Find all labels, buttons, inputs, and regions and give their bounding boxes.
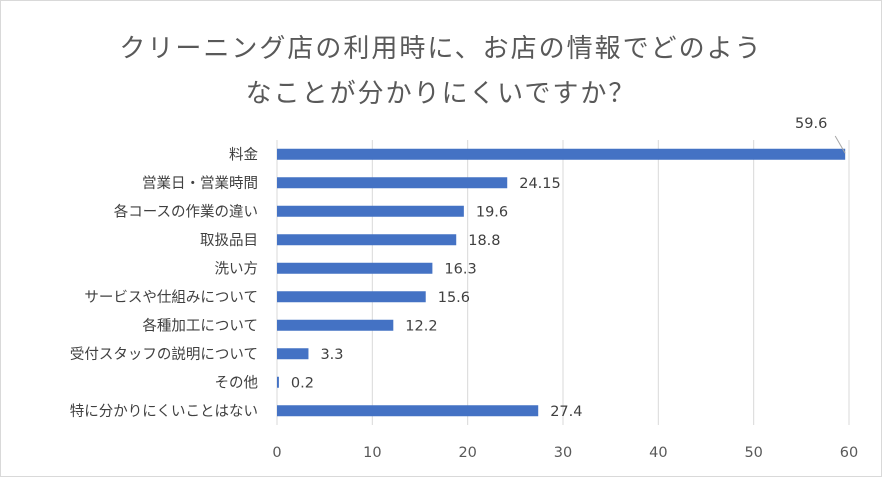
value-label: 0.2 (291, 375, 314, 391)
bar (277, 205, 464, 217)
category-label: サービスや仕組みについて (84, 289, 258, 306)
chart-title-line-1: クリーニング店の利用時に、お店の情報でどのよう (119, 34, 763, 64)
category-label: 営業日・営業時間 (142, 175, 258, 192)
x-tick-label: 0 (272, 445, 281, 461)
category-label: 取扱品目 (200, 232, 258, 249)
leader-line (834, 135, 846, 154)
value-label: 3.3 (320, 347, 343, 363)
value-label: 15.6 (438, 290, 470, 306)
value-label: 12.2 (405, 318, 437, 334)
value-label: 24.15 (519, 176, 561, 192)
value-label: 19.6 (476, 204, 508, 220)
bar (277, 319, 394, 331)
value-label: 16.3 (444, 261, 476, 277)
x-tick-label: 30 (554, 445, 572, 461)
bar (277, 405, 539, 417)
value-label: 59.6 (795, 116, 827, 132)
x-tick-label: 50 (744, 445, 762, 461)
category-label: 各コースの作業の違い (114, 203, 258, 220)
bar (277, 262, 433, 274)
bar (277, 291, 426, 303)
bar (277, 234, 457, 246)
value-label: 27.4 (550, 404, 582, 420)
chart-title-line-2: なことが分かりにくいですか？ (245, 79, 637, 109)
category-label: 受付スタッフの説明について (70, 346, 258, 363)
category-label: 特に分かりにくいことはない (70, 403, 258, 420)
x-tick-label: 60 (840, 445, 858, 461)
x-tick-label: 40 (649, 445, 667, 461)
value-label: 18.8 (468, 233, 500, 249)
category-label: 料金 (229, 146, 258, 163)
bar (277, 376, 279, 388)
x-tick-label: 20 (458, 445, 476, 461)
bar (277, 177, 508, 189)
bar (277, 348, 309, 360)
bar (277, 148, 846, 160)
category-label: 洗い方 (215, 260, 259, 277)
x-tick-label: 10 (363, 445, 381, 461)
category-label: その他 (215, 374, 259, 391)
category-label: 各種加工について (142, 317, 258, 334)
